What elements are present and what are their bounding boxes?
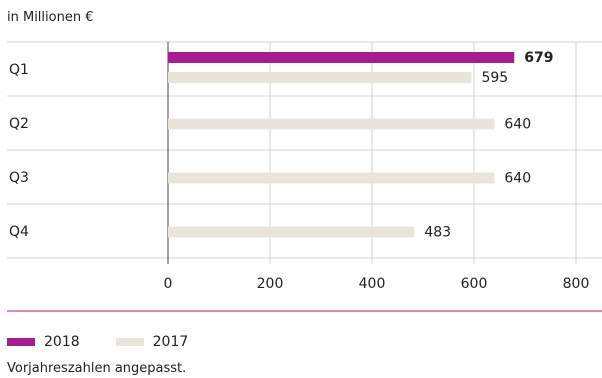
bar-2017-Q3 [168,172,495,184]
category-label: Q2 [9,116,29,132]
legend-label-2017: 2017 [152,334,189,350]
legend-swatch-2017 [115,338,144,346]
legend-swatch-2018 [7,338,35,346]
unit-label: in Millionen € [7,10,94,25]
x-tick-label: 200 [257,276,284,292]
bar-2017-Q4 [168,226,415,238]
data-label-2018-Q1: 679 [524,50,553,66]
category-label: Q4 [9,224,29,240]
x-tick-label: 800 [563,276,590,292]
category-label: Q1 [9,62,29,78]
bar-2017-Q2 [168,118,495,130]
bar-2017-Q1 [168,72,472,83]
legend-item-2018: 2018 [7,334,80,350]
footnote: Vorjahreszahlen angepasst. [7,361,187,376]
data-label-2017-Q2: 640 [504,117,531,133]
legend-label-2018: 2018 [44,334,80,350]
x-tick-label: 0 [164,276,173,292]
data-label-2017-Q3: 640 [504,171,531,187]
bar-2018-Q1 [168,52,515,63]
x-tick-label: 600 [461,276,488,292]
legend-item-2017: 2017 [115,334,189,350]
x-tick-label: 400 [359,276,386,292]
category-label: Q3 [9,170,29,186]
data-label-2017-Q4: 483 [424,225,451,241]
legend: 2018 2017 [7,334,224,350]
data-label-2017-Q1: 595 [481,70,508,86]
